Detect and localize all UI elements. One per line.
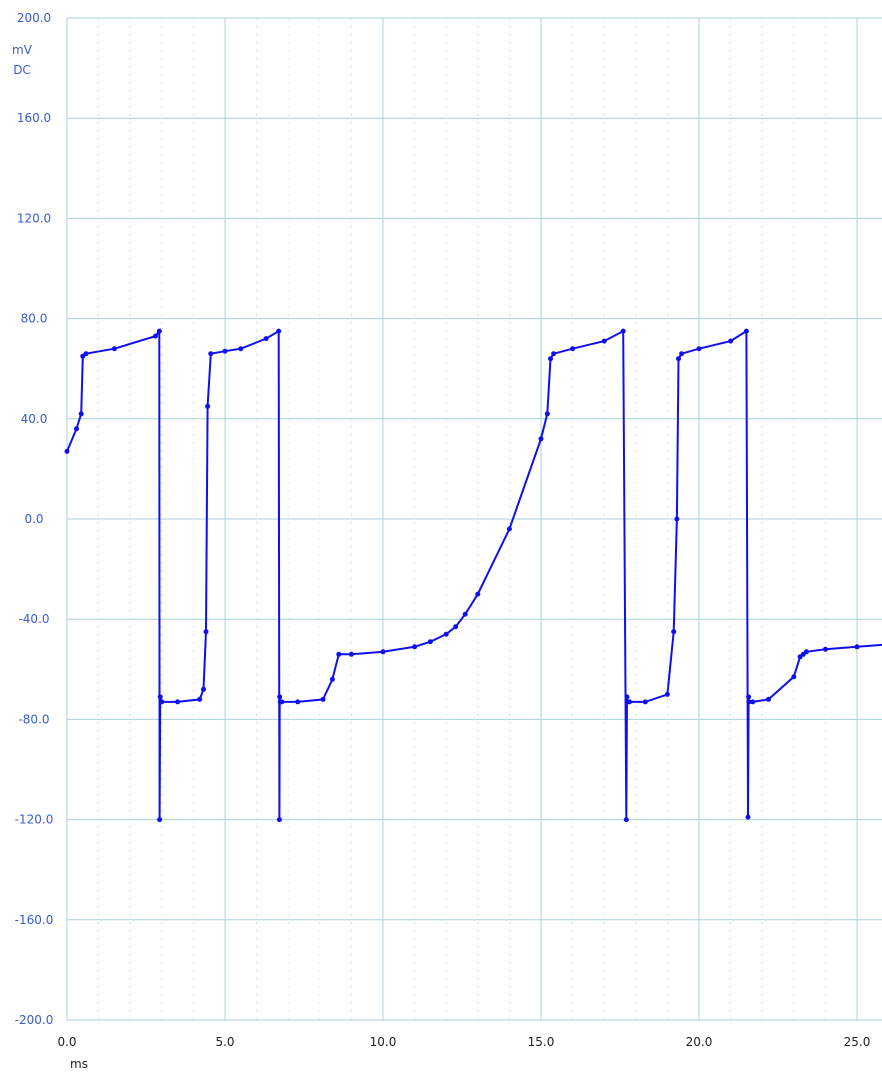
trace-point bbox=[679, 351, 685, 357]
signal-trace bbox=[66, 328, 882, 820]
trace-point bbox=[277, 694, 283, 700]
trace-point bbox=[746, 694, 752, 700]
trace-point bbox=[696, 346, 702, 352]
trace-point bbox=[205, 403, 211, 409]
y-tick-label: 200.0 bbox=[17, 11, 51, 25]
trace-point bbox=[412, 644, 418, 650]
trace-point bbox=[203, 629, 209, 635]
grid bbox=[66, 17, 882, 1021]
trace-point bbox=[159, 699, 165, 705]
trace-point bbox=[208, 351, 214, 357]
trace-point bbox=[263, 336, 269, 342]
trace-point bbox=[803, 649, 809, 655]
trace-point bbox=[601, 338, 607, 344]
y-unit-label: mV bbox=[12, 43, 33, 57]
y-tick-label: -40.0 bbox=[18, 612, 49, 626]
trace-point bbox=[427, 639, 433, 645]
trace-point bbox=[745, 814, 751, 820]
trace-point bbox=[443, 631, 449, 637]
x-tick-label: 15.0 bbox=[528, 1035, 555, 1049]
trace-point bbox=[157, 694, 163, 700]
trace-point bbox=[276, 817, 282, 823]
trace-point bbox=[620, 328, 626, 334]
y-tick-label: -200.0 bbox=[15, 1013, 54, 1027]
y-tick-label: 160.0 bbox=[17, 111, 51, 125]
trace-point bbox=[642, 699, 648, 705]
y-tick-label: 40.0 bbox=[21, 412, 48, 426]
trace-point bbox=[548, 356, 553, 362]
trace-point bbox=[380, 649, 386, 655]
trace-point bbox=[74, 426, 79, 432]
x-tick-label: 25.0 bbox=[844, 1035, 871, 1049]
x-tick-label: 0.0 bbox=[57, 1035, 76, 1049]
trace-point bbox=[295, 699, 301, 705]
trace-point bbox=[671, 629, 677, 635]
trace-point bbox=[728, 338, 734, 344]
y-coupling-label: DC bbox=[13, 63, 31, 77]
y-tick-label: -120.0 bbox=[15, 813, 54, 827]
y-axis-tick-labels: 200.0 160.0 120.0 80.0 40.0 0.0 -40.0 -80.0 -120… bbox=[15, 11, 54, 1027]
trace-point bbox=[64, 448, 70, 454]
trace-point bbox=[329, 676, 335, 682]
x-tick-label: 5.0 bbox=[215, 1035, 234, 1049]
trace-point bbox=[766, 696, 771, 702]
trace-point bbox=[157, 817, 163, 823]
x-axis-tick-labels: 0.0 5.0 10.0 15.0 20.0 25.0 bbox=[57, 1035, 870, 1049]
y-tick-label: 0.0 bbox=[24, 512, 43, 526]
trace-point bbox=[156, 328, 162, 334]
trace-layer bbox=[64, 328, 882, 823]
trace-point bbox=[336, 651, 342, 657]
trace-point bbox=[676, 356, 681, 362]
trace-point bbox=[222, 348, 228, 354]
y-tick-label: -80.0 bbox=[18, 712, 49, 726]
trace-point bbox=[175, 699, 181, 705]
trace-point bbox=[201, 686, 206, 692]
x-tick-label: 10.0 bbox=[370, 1035, 397, 1049]
trace-point bbox=[279, 699, 285, 705]
trace-point bbox=[750, 699, 756, 705]
trace-point bbox=[348, 651, 354, 657]
y-tick-label: -160.0 bbox=[15, 913, 54, 927]
trace-point bbox=[743, 328, 749, 334]
trace-point bbox=[854, 644, 860, 650]
trace-point bbox=[83, 351, 89, 357]
trace-point bbox=[197, 696, 203, 702]
trace-point bbox=[570, 346, 576, 352]
trace-point bbox=[791, 674, 797, 680]
trace-point bbox=[276, 328, 282, 334]
trace-point bbox=[822, 646, 828, 652]
trace-point bbox=[78, 411, 84, 417]
trace-point bbox=[462, 611, 468, 617]
x-tick-label: 20.0 bbox=[686, 1035, 713, 1049]
trace-point bbox=[153, 333, 158, 339]
trace-point bbox=[111, 346, 117, 352]
trace-point bbox=[746, 699, 752, 705]
trace-point bbox=[674, 516, 680, 522]
trace-point bbox=[544, 411, 550, 417]
trace-point bbox=[475, 591, 481, 597]
trace-point bbox=[320, 696, 326, 702]
trace-point bbox=[506, 526, 512, 532]
y-tick-label: 80.0 bbox=[21, 312, 48, 326]
trace-point bbox=[624, 694, 630, 700]
y-tick-label: 120.0 bbox=[17, 211, 51, 225]
trace-point bbox=[627, 699, 632, 705]
x-unit-label: ms bbox=[70, 1057, 88, 1071]
trace-point bbox=[551, 351, 557, 357]
trace-point bbox=[453, 624, 459, 630]
trace-point bbox=[664, 691, 670, 697]
trace-point bbox=[623, 817, 629, 823]
trace-point bbox=[538, 436, 544, 442]
trace-point bbox=[238, 346, 244, 352]
